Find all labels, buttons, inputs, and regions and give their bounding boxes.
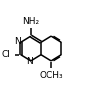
Text: NH₂: NH₂ — [22, 17, 39, 26]
Text: OCH₃: OCH₃ — [39, 71, 63, 80]
Text: Cl: Cl — [2, 50, 11, 59]
Text: N: N — [14, 37, 20, 46]
Text: N: N — [26, 57, 32, 66]
